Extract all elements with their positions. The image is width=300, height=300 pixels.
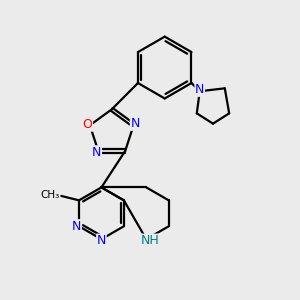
Text: NH: NH [140, 234, 159, 247]
Text: CH₃: CH₃ [40, 190, 60, 200]
Text: N: N [97, 234, 106, 247]
Text: N: N [195, 83, 204, 96]
Text: N: N [72, 220, 81, 233]
Text: N: N [130, 117, 140, 130]
Text: O: O [82, 118, 92, 131]
Text: N: N [92, 146, 101, 159]
